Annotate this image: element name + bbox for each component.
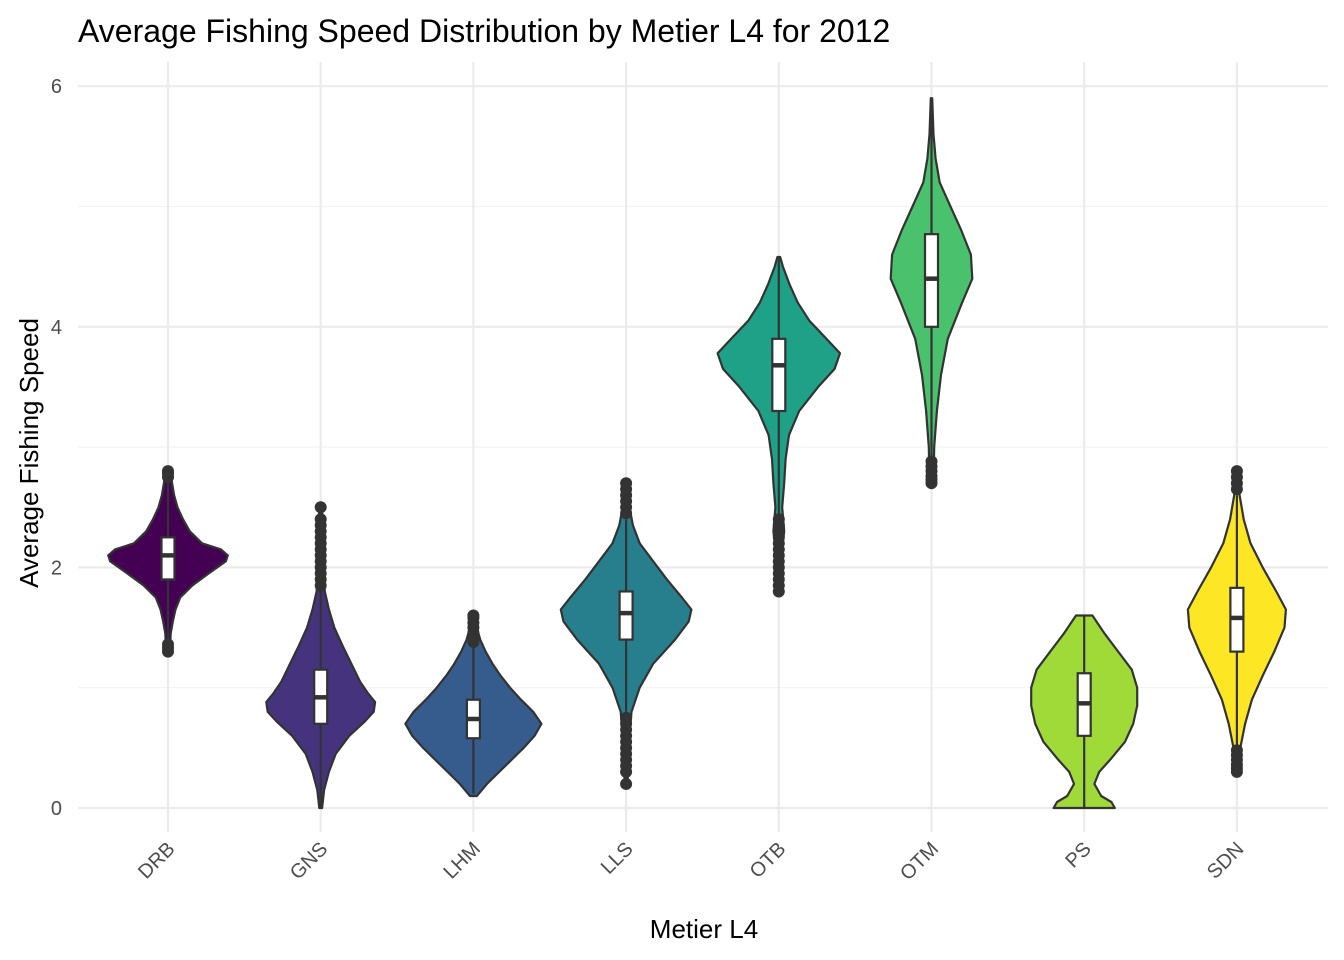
outlier-point [314,501,327,514]
outlier-point [620,711,633,724]
x-tick-label: PS [1061,838,1095,872]
outlier-point [772,513,785,526]
y-tick-label: 0 [51,798,62,820]
outlier-point [162,465,174,478]
y-axis-ticks: 0 2 4 6 [51,76,62,820]
y-tick-label: 4 [51,317,62,339]
x-axis-ticks: DRB GNS LHM LLS OTB OTM PS SDN [134,838,1248,885]
chart-title: Average Fishing Speed Distribution by Me… [78,13,890,49]
box-lls [618,590,634,641]
y-tick-label: 2 [51,557,62,579]
violin-series [107,97,1287,810]
x-tick-label: OTM [896,838,943,885]
x-tick-label: OTB [746,838,791,883]
x-tick-label: GNS [286,838,332,884]
outlier-point [1230,465,1243,478]
x-tick-label: LLS [597,838,638,879]
x-axis-title: Metier L4 [650,914,758,944]
x-tick-label: DRB [134,838,179,883]
x-tick-label: LHM [440,838,485,883]
outlier-point [1230,744,1243,757]
outlier-point [925,455,938,468]
y-tick-label: 6 [51,76,62,98]
outlier-point [314,513,327,526]
outlier-point [620,477,633,490]
box-otb [771,337,787,413]
y-axis-title: Average Fishing Speed [14,318,44,588]
outlier-point [162,638,174,651]
grid-lines [78,62,1328,832]
outlier-point [467,609,480,622]
box-drb [160,536,176,581]
outlier-point [620,777,633,790]
x-tick-label: SDN [1203,838,1248,883]
